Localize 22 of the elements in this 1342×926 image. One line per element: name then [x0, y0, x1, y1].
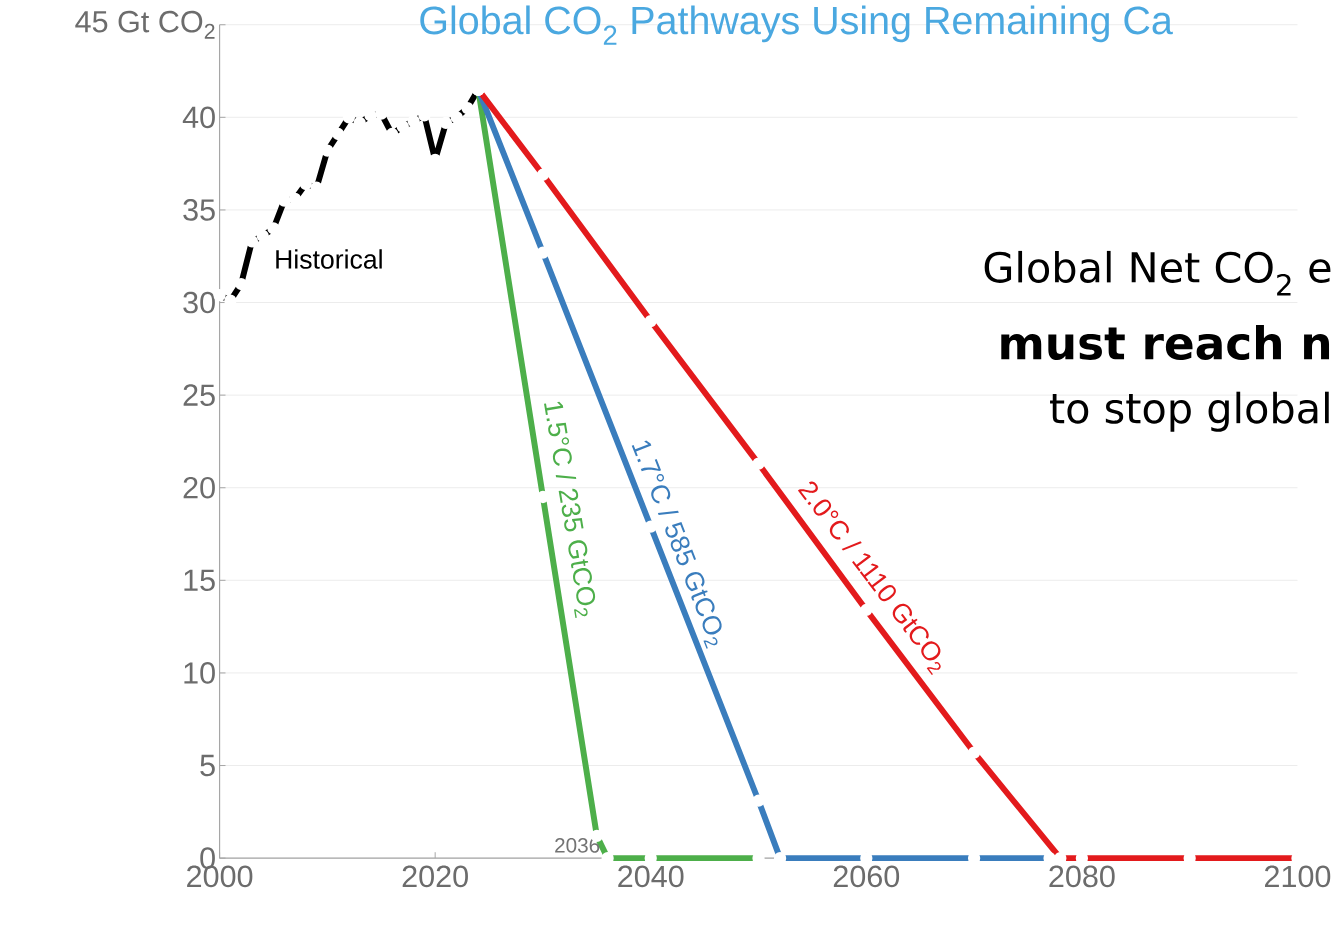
annotation: to stop global	[1050, 391, 1329, 432]
x-tick-label: 2040	[618, 865, 684, 887]
y-tick-label: 30	[183, 291, 215, 314]
y-tick-label: 40	[182, 106, 215, 128]
y-tick-label: 20	[183, 476, 215, 499]
text: 1.5°C / 235 GtCO$_{2}$	[544, 401, 596, 618]
annotation: Global Net CO$_{2}$ e	[984, 250, 1331, 296]
y-tick-label: 5	[200, 754, 215, 776]
x-tick-label: 2060	[833, 865, 900, 887]
annotation: 2036	[555, 837, 600, 853]
chart-title: Global CO$_{2}$ Pathways Using Remaining Ca	[420, 5, 1173, 45]
y-tick-label: 45 Gt CO$_{2}$	[75, 10, 215, 39]
y-tick-label: 10	[184, 661, 215, 684]
y-tick-label: 25	[183, 384, 215, 406]
x-tick-label: 2100	[1264, 865, 1331, 887]
annotation: must reach n	[1001, 324, 1330, 360]
x-tick-label: 2080	[1049, 865, 1115, 887]
x-tick-label: 2020	[402, 865, 468, 887]
y-tick-label: 35	[183, 198, 215, 221]
text: 1.7°C / 585 GtCO$_{2}$	[631, 440, 722, 649]
y-tick-label: 15	[184, 569, 215, 591]
series-label: Historical	[276, 249, 382, 269]
